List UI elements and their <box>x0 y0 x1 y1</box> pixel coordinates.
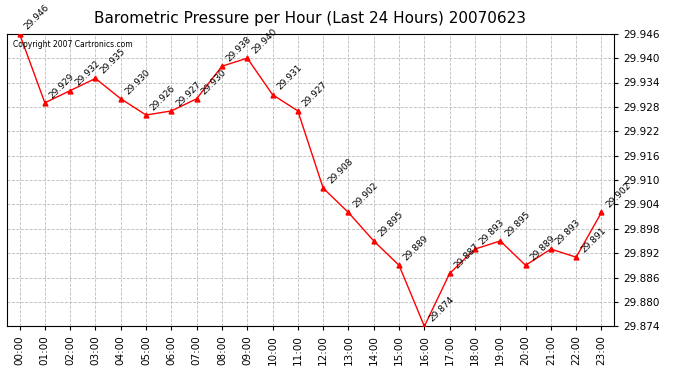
Text: 29.932: 29.932 <box>73 59 101 88</box>
Text: 29.927: 29.927 <box>174 80 203 108</box>
Text: 29.908: 29.908 <box>326 157 355 185</box>
Text: 29.938: 29.938 <box>225 35 253 63</box>
Text: 29.889: 29.889 <box>402 234 431 262</box>
Text: 29.893: 29.893 <box>553 217 582 246</box>
Text: 29.889: 29.889 <box>529 234 557 262</box>
Text: 29.874: 29.874 <box>427 295 455 324</box>
Text: 29.930: 29.930 <box>124 68 152 96</box>
Text: 29.929: 29.929 <box>48 72 76 100</box>
Text: 29.935: 29.935 <box>98 47 127 76</box>
Text: Barometric Pressure per Hour (Last 24 Hours) 20070623: Barometric Pressure per Hour (Last 24 Ho… <box>95 11 526 26</box>
Text: 29.891: 29.891 <box>579 226 608 254</box>
Text: 29.926: 29.926 <box>149 84 177 112</box>
Text: 29.902: 29.902 <box>351 181 380 210</box>
Text: 29.946: 29.946 <box>22 2 51 31</box>
Text: 29.887: 29.887 <box>453 242 481 271</box>
Text: 29.895: 29.895 <box>377 210 405 238</box>
Text: 29.927: 29.927 <box>301 80 329 108</box>
Text: Copyright 2007 Cartronics.com: Copyright 2007 Cartronics.com <box>13 40 132 49</box>
Text: 29.893: 29.893 <box>477 217 506 246</box>
Text: 29.895: 29.895 <box>503 210 532 238</box>
Text: 29.940: 29.940 <box>250 27 279 56</box>
Text: 29.902: 29.902 <box>604 181 633 210</box>
Text: 29.930: 29.930 <box>199 68 228 96</box>
Text: 29.931: 29.931 <box>275 63 304 92</box>
